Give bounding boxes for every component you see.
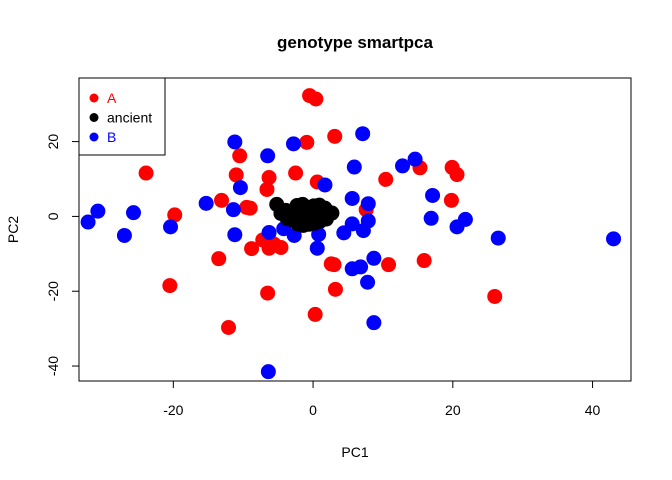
data-point-A [162,278,178,294]
data-point-B [407,151,423,167]
data-point-A [138,165,154,181]
data-point-A [232,148,248,164]
x-tick-label: 20 [445,402,461,418]
legend-label-A: A [107,90,117,106]
data-point-B [360,196,376,212]
data-point-B [346,159,362,175]
x-tick-label: 40 [585,402,601,418]
y-axis-title: PC2 [5,216,21,243]
data-point-B [227,227,243,243]
data-point-A [416,253,432,269]
data-point-B [344,216,360,232]
data-point-A [211,251,227,267]
data-point-B [261,224,277,240]
data-point-B [360,213,376,229]
data-point-A [214,192,230,208]
data-point-A [273,239,289,255]
data-point-ancient [308,208,324,224]
data-point-B [286,136,302,152]
data-point-A [260,285,276,301]
data-point-A [327,128,343,144]
data-point-A [228,167,244,183]
data-point-B [360,274,376,290]
data-point-B [490,230,506,246]
y-tick-label: -40 [45,356,61,376]
data-point-A [449,167,465,183]
data-point-B [227,134,243,150]
data-point-B [260,364,276,380]
data-point-A [487,288,503,304]
data-point-A [242,200,258,216]
data-point-B [317,177,333,193]
data-point-A [378,171,394,187]
data-point-B [353,259,369,275]
data-point-B [425,187,441,203]
data-point-B [423,210,439,226]
data-point-A [326,257,342,273]
data-point-A [327,281,343,297]
data-point-A [167,207,183,223]
x-axis-title: PC1 [341,444,368,460]
data-point-B [90,203,106,219]
plot-frame [78,77,632,382]
data-point-A [261,240,277,256]
data-point-B [606,231,622,247]
axis-ticks: -20 0 20 40 -40 -20 0 20 [45,134,601,418]
data-point-A [307,306,323,322]
data-point-B [163,219,179,235]
data-points [80,88,622,380]
data-point-A [259,181,275,197]
data-point-B [366,250,382,266]
data-point-B [116,227,132,243]
data-point-A [244,241,260,257]
data-point-B [395,158,411,174]
data-point-B [309,240,325,256]
y-tick-label: 20 [45,134,61,150]
data-point-A [299,134,315,150]
x-tick-label: 0 [309,402,317,418]
data-point-A [308,91,324,107]
data-point-A [288,165,304,181]
data-point-B [260,148,276,164]
data-point-A [261,170,277,186]
data-point-B [232,180,248,196]
data-point-B [225,202,241,218]
data-point-A [221,320,237,336]
data-point-A [443,192,459,208]
data-point-B [457,211,473,227]
legend-marker-B [89,132,99,142]
x-tick-label: -20 [163,402,183,418]
y-tick-label: 0 [45,212,61,220]
legend-label-B: B [107,129,116,145]
data-point-B [80,214,96,230]
chart-title: genotype smartpca [277,33,433,52]
legend-marker-ancient [89,113,99,122]
data-point-B [126,205,142,221]
data-point-B [366,315,382,331]
legend-label-ancient: ancient [107,110,152,126]
data-point-A [381,257,397,273]
data-point-B [286,227,302,243]
y-tick-label: -20 [45,281,61,301]
legend-marker-A [89,93,99,103]
data-point-B [198,195,214,211]
data-point-B [355,126,371,142]
data-point-B [344,190,360,206]
